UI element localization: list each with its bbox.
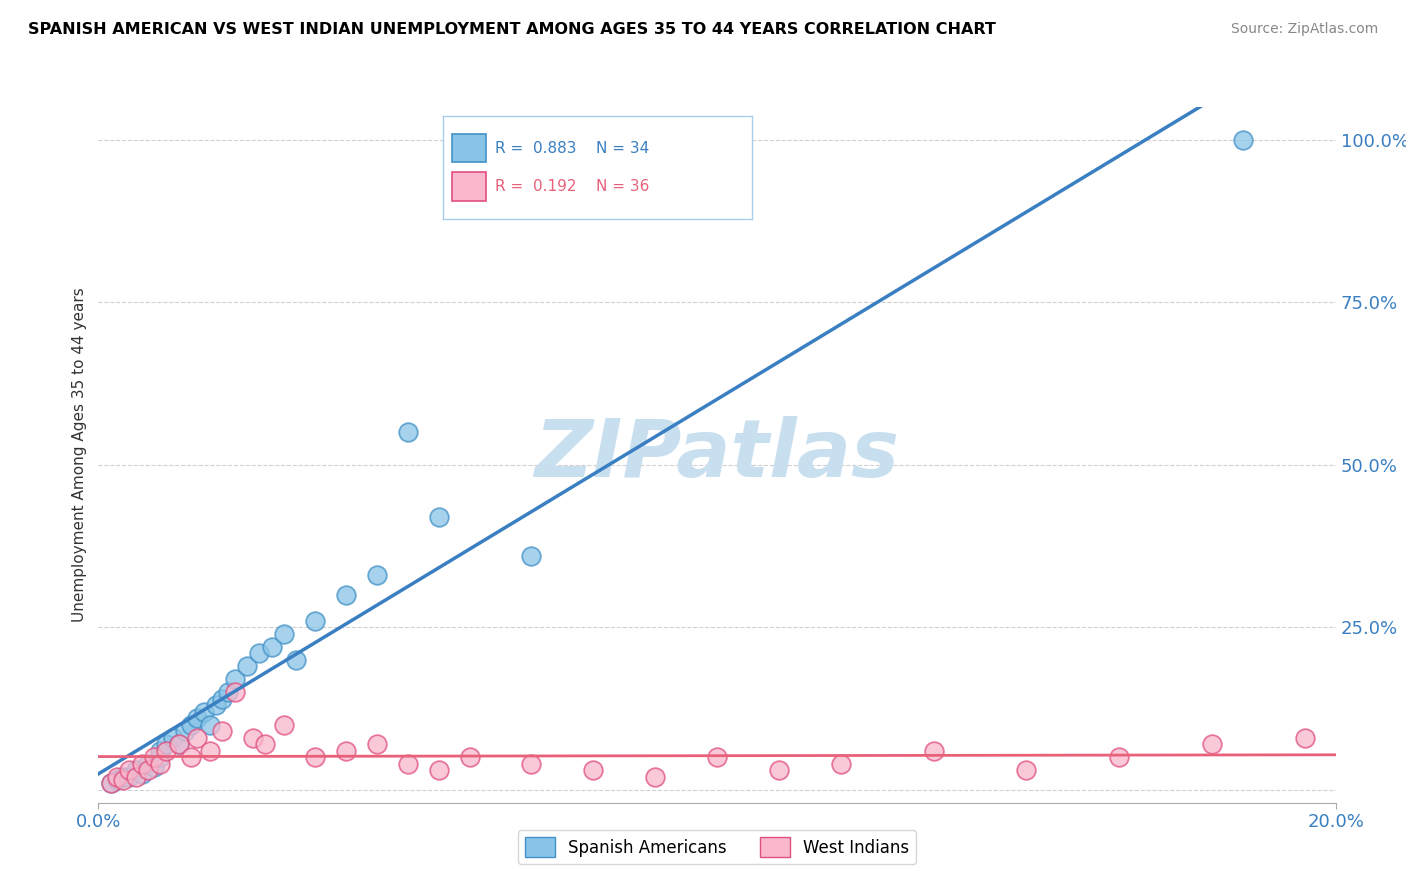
Point [242, 731, 264, 745]
Point [304, 614, 326, 628]
Point [136, 764, 159, 778]
Point [396, 425, 419, 439]
Point [124, 764, 146, 778]
Point [1232, 132, 1254, 146]
Text: R =  0.883    N = 34: R = 0.883 N = 34 [495, 141, 650, 155]
Point [254, 737, 277, 751]
Point [520, 549, 543, 563]
Y-axis label: Unemployment Among Ages 35 to 44 years: Unemployment Among Ages 35 to 44 years [72, 287, 87, 623]
Point [118, 770, 141, 784]
Bar [453, 172, 486, 201]
Point [136, 756, 159, 771]
Point [396, 756, 419, 771]
Point [149, 744, 172, 758]
Point [224, 672, 246, 686]
Point [217, 685, 239, 699]
Point [644, 770, 666, 784]
Point [1201, 737, 1223, 751]
Point [112, 772, 135, 787]
Point [366, 737, 388, 751]
Point [167, 737, 190, 751]
Point [260, 640, 283, 654]
Point [582, 764, 605, 778]
Point [100, 776, 122, 790]
Point [131, 766, 153, 780]
Point [1108, 750, 1130, 764]
Point [1294, 731, 1316, 745]
Point [236, 659, 259, 673]
Point [520, 756, 543, 771]
Point [198, 744, 221, 758]
Point [427, 764, 450, 778]
Point [149, 756, 172, 771]
Text: SPANISH AMERICAN VS WEST INDIAN UNEMPLOYMENT AMONG AGES 35 TO 44 YEARS CORRELATI: SPANISH AMERICAN VS WEST INDIAN UNEMPLOY… [28, 22, 995, 37]
Point [180, 750, 202, 764]
Point [768, 764, 790, 778]
Text: Source: ZipAtlas.com: Source: ZipAtlas.com [1230, 22, 1378, 37]
Point [304, 750, 326, 764]
Point [335, 588, 357, 602]
Point [335, 744, 357, 758]
Point [186, 731, 208, 745]
Point [131, 756, 153, 771]
Point [143, 760, 166, 774]
Point [205, 698, 228, 713]
Point [124, 770, 146, 784]
Point [211, 691, 233, 706]
Point [174, 724, 197, 739]
Point [105, 772, 128, 787]
Point [273, 718, 295, 732]
Point [273, 626, 295, 640]
Point [167, 737, 190, 751]
Bar [453, 134, 486, 162]
Point [922, 744, 945, 758]
Point [706, 750, 728, 764]
Point [366, 568, 388, 582]
Point [180, 718, 202, 732]
Point [118, 764, 141, 778]
Point [1015, 764, 1038, 778]
Point [155, 737, 177, 751]
Point [427, 509, 450, 524]
Point [247, 646, 270, 660]
Point [186, 711, 208, 725]
Point [143, 750, 166, 764]
Point [458, 750, 481, 764]
Point [112, 770, 135, 784]
Point [155, 744, 177, 758]
Point [285, 653, 308, 667]
Point [830, 756, 852, 771]
Legend: Spanish Americans, West Indians: Spanish Americans, West Indians [517, 830, 917, 864]
Point [162, 731, 184, 745]
Text: ZIPatlas: ZIPatlas [534, 416, 900, 494]
Point [193, 705, 215, 719]
Point [198, 718, 221, 732]
Point [100, 776, 122, 790]
Point [211, 724, 233, 739]
Point [224, 685, 246, 699]
Point [105, 770, 128, 784]
Point [149, 750, 172, 764]
Text: R =  0.192    N = 36: R = 0.192 N = 36 [495, 179, 650, 194]
